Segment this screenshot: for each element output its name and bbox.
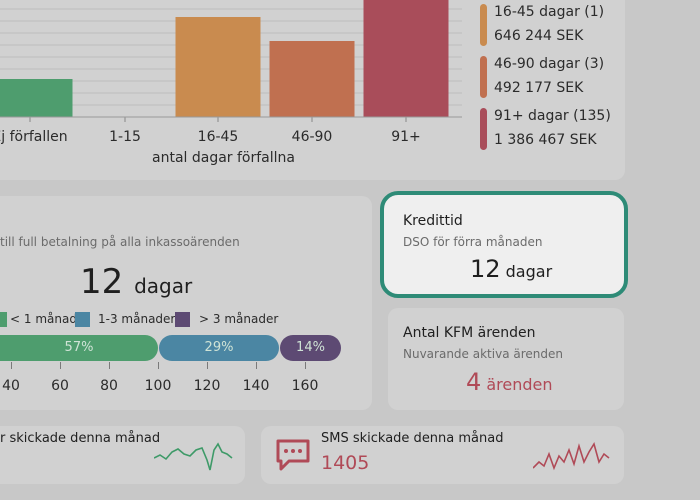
- legend-swatch-lt1: [0, 312, 7, 327]
- x-tick-label: 46-90: [292, 129, 333, 145]
- tick-label: 80: [100, 378, 118, 394]
- tick-mark: [60, 362, 61, 369]
- tick-mark: [305, 362, 306, 369]
- segment-lt1[interactable]: 57%: [0, 335, 158, 361]
- legend-amount: 1 386 467 SEK: [494, 132, 597, 148]
- x-tick-label: Ej förfallen: [0, 129, 68, 145]
- legend-amount: 646 244 SEK: [494, 28, 584, 44]
- legend-swatch-gt3: [175, 312, 190, 327]
- tick-label: 120: [193, 378, 221, 394]
- payment-time-unit: dagar: [134, 274, 193, 298]
- segment-1-3[interactable]: 29%: [159, 335, 279, 361]
- legend-label: 46-90 dagar (3): [494, 56, 605, 72]
- x-tick-label: 91+: [391, 129, 421, 145]
- kfm-number: 4: [466, 368, 482, 396]
- legend-label-lt1: < 1 månad: [10, 312, 77, 326]
- sms-sparkline: [533, 442, 610, 471]
- aging-bar-chart: Ej förfallen 1-15 16-45 46-90 91+: [0, 0, 462, 145]
- legend-swatch: [480, 56, 487, 98]
- kfm-title: Antal KFM ärenden: [403, 325, 536, 341]
- segment-label: 14%: [296, 340, 325, 355]
- segment-gt3[interactable]: 14%: [280, 335, 341, 361]
- sms-sent-card[interactable]: [261, 426, 624, 484]
- tick-mark: [207, 362, 208, 369]
- legend-swatch: [480, 108, 487, 150]
- credit-time-value: 12 dagar: [470, 255, 552, 283]
- tick-label: 40: [2, 378, 20, 394]
- email-sent-title: r skickade denna månad: [0, 431, 161, 446]
- legend-label: 16-45 dagar (1): [494, 4, 605, 20]
- message-icon: [276, 439, 310, 471]
- credit-time-subtitle: DSO för förra månaden: [403, 235, 543, 249]
- credit-time-unit: dagar: [505, 262, 553, 281]
- tick-label: 60: [51, 378, 69, 394]
- x-tick-label: 16-45: [198, 129, 239, 145]
- payment-time-value: 12 dagar: [80, 262, 192, 302]
- tick-mark: [158, 362, 159, 369]
- kfm-value: 4 ärenden: [466, 368, 553, 396]
- legend-label-gt3: > 3 månader: [199, 312, 279, 326]
- legend-label-1-3: 1-3 månader: [98, 312, 176, 326]
- legend-swatch: [480, 4, 487, 46]
- payment-time-subtitle: till full betalning på alla inkassoärend…: [0, 235, 240, 249]
- kfm-unit: ärenden: [486, 375, 553, 394]
- aging-xlabel: antal dagar förfallna: [152, 150, 295, 166]
- kfm-card[interactable]: [388, 308, 624, 410]
- credit-time-number: 12: [470, 255, 501, 283]
- payment-time-number: 12: [80, 262, 124, 302]
- bar-46-90[interactable]: [269, 41, 355, 117]
- segment-label: 57%: [64, 340, 94, 355]
- tick-mark: [109, 362, 110, 369]
- tick-mark: [11, 362, 12, 369]
- bar-ej-f-rfallen[interactable]: [0, 79, 73, 117]
- payment-time-card: [0, 196, 372, 410]
- legend-swatch-1-3: [75, 312, 90, 327]
- legend-amount: 492 177 SEK: [494, 80, 584, 96]
- tick-label: 140: [242, 378, 270, 394]
- bar-16-45[interactable]: [175, 17, 261, 117]
- sms-sent-title: SMS skickade denna månad: [321, 431, 504, 446]
- kfm-subtitle: Nuvarande aktiva ärenden: [403, 347, 563, 361]
- segment-label: 29%: [204, 340, 234, 355]
- legend-label: 91+ dagar (135): [494, 108, 611, 124]
- bar-91+[interactable]: [363, 0, 449, 117]
- credit-time-card[interactable]: [380, 191, 628, 298]
- credit-time-title: Kredittid: [403, 213, 463, 229]
- tick-label: 160: [291, 378, 319, 394]
- tick-label: 100: [144, 378, 172, 394]
- x-tick-label: 1-15: [109, 129, 141, 145]
- tick-mark: [256, 362, 257, 369]
- sms-sent-value: 1405: [321, 452, 370, 474]
- email-sparkline: [154, 442, 233, 471]
